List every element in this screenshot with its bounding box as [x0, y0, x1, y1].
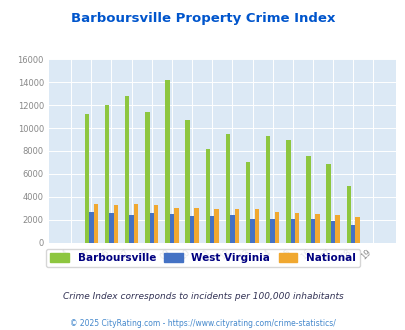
Bar	[165, 80, 169, 243]
Bar	[214, 209, 218, 243]
Bar	[209, 216, 214, 243]
Bar	[265, 136, 270, 243]
Bar	[355, 217, 359, 243]
Bar	[254, 209, 258, 243]
Bar	[153, 205, 158, 243]
Bar	[234, 209, 239, 243]
Bar	[174, 208, 178, 243]
Bar	[89, 212, 93, 243]
Bar	[326, 164, 330, 243]
Bar	[149, 214, 153, 243]
Bar	[270, 218, 274, 243]
Bar	[245, 162, 249, 243]
Bar	[93, 204, 98, 243]
Bar	[286, 140, 290, 243]
Bar	[194, 208, 198, 243]
Bar	[109, 213, 113, 243]
Bar	[205, 149, 209, 243]
Bar	[350, 225, 355, 243]
Bar	[84, 114, 89, 243]
Text: © 2025 CityRating.com - https://www.cityrating.com/crime-statistics/: © 2025 CityRating.com - https://www.city…	[70, 319, 335, 328]
Bar	[346, 186, 350, 243]
Bar	[104, 105, 109, 243]
Bar	[225, 134, 230, 243]
Text: Crime Index corresponds to incidents per 100,000 inhabitants: Crime Index corresponds to incidents per…	[62, 292, 343, 301]
Bar	[330, 221, 335, 243]
Bar	[249, 219, 254, 243]
Bar	[310, 219, 314, 243]
Bar	[305, 155, 310, 243]
Bar	[125, 96, 129, 243]
Bar	[294, 213, 299, 243]
Bar	[230, 215, 234, 243]
Text: Barboursville Property Crime Index: Barboursville Property Crime Index	[70, 12, 335, 24]
Bar	[169, 214, 174, 243]
Legend: Barboursville, West Virginia, National: Barboursville, West Virginia, National	[46, 249, 359, 267]
Bar	[134, 204, 138, 243]
Bar	[314, 214, 319, 243]
Bar	[113, 205, 118, 243]
Bar	[274, 212, 279, 243]
Bar	[335, 214, 339, 243]
Bar	[290, 219, 294, 243]
Bar	[129, 214, 134, 243]
Bar	[145, 112, 149, 243]
Bar	[190, 215, 194, 243]
Bar	[185, 120, 190, 243]
